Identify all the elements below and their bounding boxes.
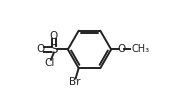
Text: O: O <box>117 44 125 54</box>
Text: Br: Br <box>69 77 80 87</box>
Text: CH₃: CH₃ <box>131 44 149 54</box>
Text: Cl: Cl <box>45 58 55 68</box>
Text: S: S <box>50 43 58 56</box>
Text: O: O <box>37 44 45 54</box>
Text: O: O <box>50 31 58 41</box>
